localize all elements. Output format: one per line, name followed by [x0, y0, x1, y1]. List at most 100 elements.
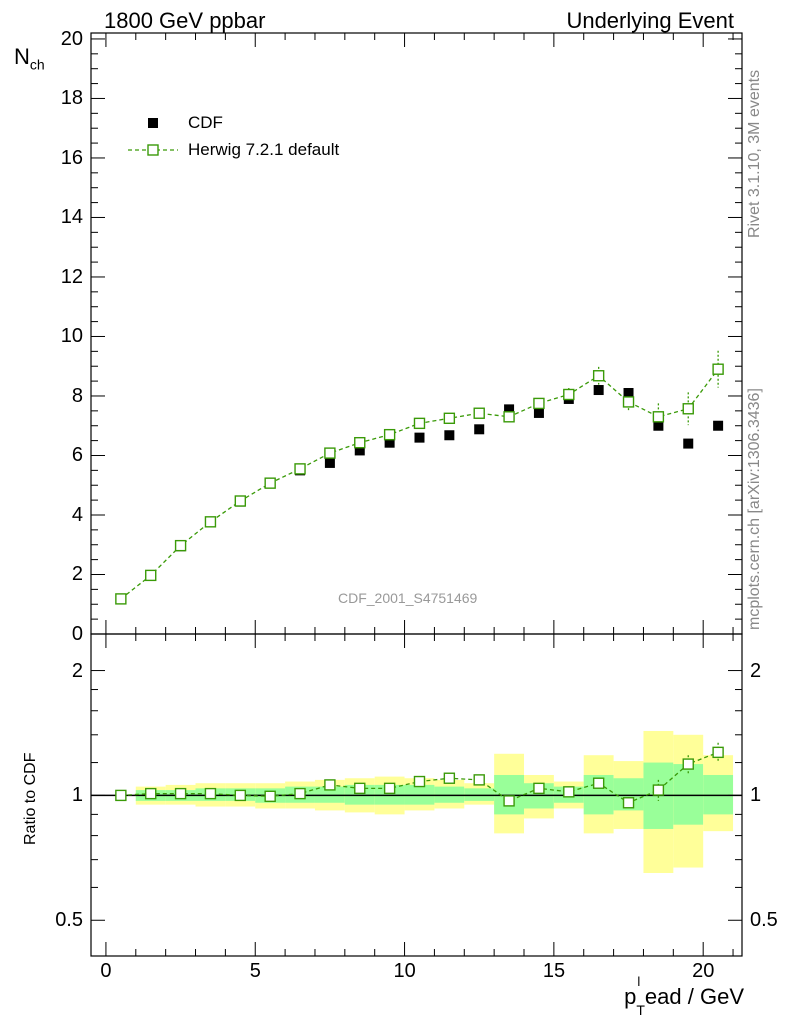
ratio-y-tick-label-right: 2 — [750, 659, 762, 682]
side-text-bottom: mcplots.cern.ch [arXiv:1306.3436] — [746, 388, 763, 630]
main-point-herwig — [145, 569, 157, 582]
ratio-point-herwig — [234, 789, 247, 802]
main-point-cdf — [384, 437, 395, 448]
ratio-point-herwig — [354, 782, 366, 795]
legend-marker-herwig — [147, 144, 159, 156]
main-point-cdf — [324, 457, 335, 468]
main-point-herwig — [682, 403, 694, 415]
x-tick-label: 0 — [100, 960, 112, 982]
main-point-cdf — [444, 430, 455, 441]
ratio-y-tick-label: 2 — [71, 659, 83, 682]
x-axis-subscript: T — [636, 1002, 645, 1019]
ratio-point-herwig — [592, 777, 605, 789]
main-point-cdf — [623, 388, 634, 399]
ratio-y-axis-title: Ratio to CDF — [22, 752, 39, 845]
green-band-segment — [673, 764, 704, 825]
data-markers — [115, 363, 724, 809]
main-point-herwig — [324, 447, 336, 459]
main-y-tick-label: 2 — [71, 563, 83, 586]
main-y-tick-label: 4 — [71, 503, 83, 526]
main-point-cdf — [713, 420, 724, 431]
main-point-herwig — [473, 407, 485, 419]
ratio-point-herwig — [712, 746, 724, 759]
x-axis-symbol: p — [624, 984, 637, 1009]
main-point-cdf — [474, 424, 485, 435]
ratio-point-herwig — [204, 787, 217, 800]
main-point-herwig — [622, 396, 635, 408]
main-point-herwig — [413, 417, 426, 430]
main-point-herwig — [592, 370, 605, 382]
main-point-cdf — [653, 420, 664, 431]
x-tick-label: 15 — [542, 960, 566, 982]
side-text-top: Rivet 3.1.10, 3M events — [746, 69, 763, 238]
legend-marker-cdf — [148, 118, 158, 128]
main-point-cdf — [533, 407, 544, 418]
ratio-point-herwig — [294, 787, 306, 800]
main-y-tick-label: 16 — [60, 146, 83, 169]
x-axis-superscript: l — [637, 974, 641, 989]
main-point-herwig — [533, 397, 545, 410]
ratio-point-herwig — [115, 789, 127, 802]
ratio-point-herwig — [533, 782, 545, 795]
x-tick-label: 10 — [393, 960, 416, 982]
main-point-cdf — [504, 404, 515, 415]
legend-label-cdf: CDF — [188, 113, 223, 132]
ratio-point-herwig — [473, 774, 485, 786]
header-right: Underlying Event — [566, 8, 734, 33]
analysis-watermark: CDF_2001_S4751469 — [338, 590, 478, 606]
main-point-herwig — [294, 463, 306, 475]
main-y-tick-label: 20 — [60, 27, 83, 50]
main-y-tick-label: 18 — [60, 87, 83, 110]
main-y-tick-label: 10 — [60, 325, 83, 348]
ratio-uncertainty-bands — [135, 730, 734, 873]
main-point-herwig — [115, 593, 127, 605]
main-point-cdf — [683, 438, 694, 449]
ratio-point-herwig — [383, 782, 396, 795]
main-point-herwig — [383, 428, 396, 441]
legend — [128, 118, 178, 156]
main-y-tick-label: 0 — [71, 623, 83, 645]
y-axis-subscript: ch — [29, 56, 45, 73]
ratio-y-tick-label: 0.5 — [55, 909, 83, 932]
axis-ticks — [91, 33, 742, 956]
main-point-cdf — [414, 432, 425, 443]
main-point-herwig — [354, 436, 366, 449]
main-y-tick-label: 8 — [71, 384, 83, 407]
main-point-cdf — [354, 445, 365, 456]
ratio-point-herwig — [264, 790, 276, 803]
ratio-y-tick-label: 1 — [71, 784, 83, 807]
ratio-point-herwig — [652, 784, 665, 796]
ratio-point-herwig — [503, 795, 515, 807]
header-left: 1800 GeV ppbar — [104, 8, 266, 33]
ratio-point-herwig — [174, 787, 187, 800]
x-axis-title: p l Tead / GeV — [624, 974, 744, 1018]
ratio-y-tick-label-right: 0.5 — [750, 909, 778, 932]
main-point-cdf — [593, 385, 604, 396]
main-point-herwig — [174, 539, 187, 552]
ratio-point-herwig — [443, 772, 456, 784]
panel-frames — [90, 32, 743, 957]
x-axis-rest: ead / GeV — [644, 984, 744, 1009]
ratio-point-herwig — [682, 758, 694, 770]
main-y-tick-label: 6 — [71, 444, 83, 467]
ratio-panel-frame — [90, 633, 743, 957]
y-axis-symbol: N — [14, 44, 30, 69]
legend-label-herwig: Herwig 7.2.1 default — [188, 140, 340, 159]
main-point-herwig — [264, 477, 276, 489]
green-band-segment — [464, 788, 495, 801]
x-tick-label: 20 — [692, 960, 715, 982]
x-tick-label: 5 — [249, 960, 261, 982]
main-point-herwig — [563, 388, 575, 401]
ratio-point-herwig — [324, 779, 336, 791]
main-point-herwig — [443, 412, 456, 424]
main-point-herwig — [204, 516, 217, 528]
main-point-herwig — [234, 495, 247, 507]
ratio-point-herwig — [563, 786, 575, 798]
ratio-point-herwig — [622, 797, 635, 809]
ratio-y-tick-label-right: 1 — [750, 784, 762, 807]
ratio-point-herwig — [413, 775, 426, 788]
main-point-herwig — [652, 411, 665, 423]
main-y-tick-label: 14 — [60, 206, 83, 229]
main-y-tick-label: 12 — [60, 265, 83, 288]
